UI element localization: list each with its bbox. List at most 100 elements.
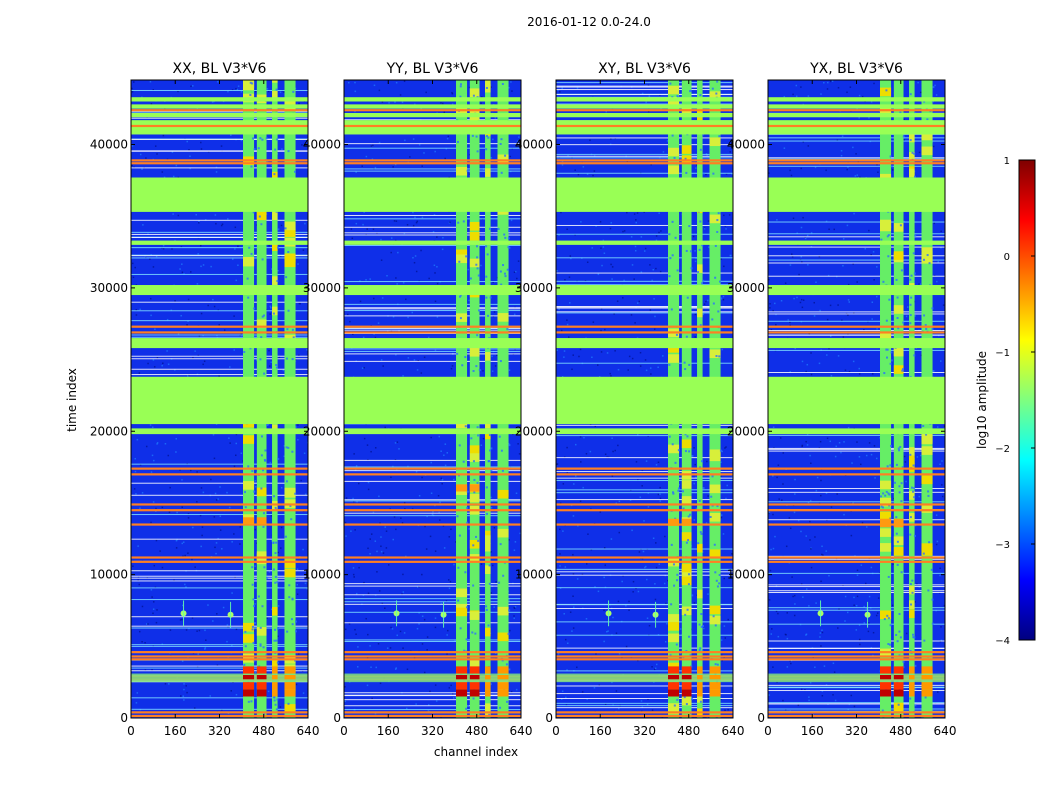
noise-speckle <box>582 486 584 489</box>
noise-speckle <box>444 157 446 160</box>
noise-speckle <box>358 566 360 569</box>
streak-row <box>768 623 945 625</box>
noise-speckle <box>144 642 146 644</box>
noise-speckle <box>508 599 511 601</box>
noise-speckle <box>443 454 445 457</box>
noise-speckle <box>482 437 485 440</box>
noise-speckle <box>136 438 139 441</box>
noise-speckle <box>637 434 639 436</box>
noise-speckle <box>181 263 183 265</box>
rfi-dot <box>676 269 679 272</box>
noise-speckle <box>730 576 732 578</box>
streak-row <box>131 89 308 91</box>
noise-speckle <box>594 586 596 588</box>
noise-speckle <box>297 263 299 265</box>
noise-speckle <box>640 236 643 238</box>
noise-speckle <box>214 492 217 495</box>
rfi-dot <box>887 617 890 620</box>
noise-speckle <box>865 608 868 610</box>
orange-row <box>344 560 521 563</box>
noise-speckle <box>254 90 257 93</box>
noise-speckle <box>644 566 646 569</box>
streak-row <box>768 157 945 159</box>
noise-speckle <box>423 671 426 674</box>
noise-speckle <box>394 668 397 670</box>
rfi-dot <box>928 262 931 265</box>
hot-cell <box>456 682 468 690</box>
rfi-dot <box>487 136 490 139</box>
rfi-dot <box>699 94 702 97</box>
noise-speckle <box>666 622 668 625</box>
colorbar-tick-label: −4 <box>995 636 1010 647</box>
x-tick-label: 480 <box>889 724 912 738</box>
noise-speckle <box>217 537 219 540</box>
rfi-dot <box>288 596 291 599</box>
noise-speckle <box>694 260 697 263</box>
rfi-dot <box>912 464 915 467</box>
noise-speckle <box>217 498 219 500</box>
rfi-dot <box>887 575 890 578</box>
noise-speckle <box>941 460 943 462</box>
noise-speckle <box>139 507 141 509</box>
noise-speckle <box>398 448 400 450</box>
noise-speckle <box>519 532 521 535</box>
noise-speckle <box>772 513 774 516</box>
noise-speckle <box>407 316 409 319</box>
noise-speckle <box>800 530 802 533</box>
streak-row <box>131 580 308 582</box>
rfi-dot <box>898 630 901 633</box>
noise-speckle <box>164 442 167 445</box>
rfi-dot <box>684 613 687 616</box>
noise-speckle <box>933 274 936 277</box>
noise-speckle <box>296 578 299 580</box>
rfi-dot <box>263 314 266 317</box>
noise-speckle <box>628 600 630 603</box>
streak-row <box>556 603 733 605</box>
noise-speckle <box>771 628 773 630</box>
noise-speckle <box>416 369 419 371</box>
hot-cell <box>893 666 904 674</box>
noise-speckle <box>563 612 565 615</box>
hot-cell <box>681 689 692 697</box>
streak-row <box>556 492 733 494</box>
rfi-dot <box>913 175 916 178</box>
noise-speckle <box>645 101 647 104</box>
noise-speckle <box>378 590 381 592</box>
noise-speckle <box>131 145 134 147</box>
rfi-patch <box>497 632 509 642</box>
rfi-patch <box>469 347 480 357</box>
noise-speckle <box>214 546 216 549</box>
streak-row <box>344 598 521 600</box>
rfi-dot <box>466 169 469 172</box>
noise-speckle <box>397 251 399 254</box>
noise-speckle <box>354 529 356 531</box>
rfi-dot <box>676 579 679 582</box>
noise-speckle <box>430 436 432 439</box>
noise-speckle <box>708 246 710 248</box>
noise-speckle <box>421 165 423 167</box>
hot-cell <box>921 689 933 697</box>
x-tick-label: 320 <box>633 724 656 738</box>
rfi-dot <box>676 698 679 701</box>
noise-speckle <box>139 464 142 466</box>
orange-row <box>131 331 308 334</box>
noise-speckle <box>814 166 817 169</box>
noise-speckle <box>255 502 257 504</box>
noise-speckle <box>653 328 656 330</box>
rfi-dot <box>466 506 469 509</box>
noise-speckle <box>200 141 202 144</box>
rfi-dot <box>262 646 265 649</box>
noise-speckle <box>822 554 824 556</box>
noise-speckle <box>227 218 229 220</box>
rfi-dot <box>911 591 914 594</box>
colorbar-tick-label: −3 <box>995 540 1010 551</box>
rfi-dot <box>688 363 691 366</box>
rfi-dot <box>285 480 288 483</box>
noise-speckle <box>858 94 861 97</box>
noise-speckle <box>176 511 178 514</box>
orange-row <box>131 503 308 506</box>
noise-speckle <box>818 362 821 365</box>
noise-speckle <box>580 461 582 463</box>
noise-speckle <box>406 224 409 226</box>
noise-speckle <box>791 576 793 578</box>
